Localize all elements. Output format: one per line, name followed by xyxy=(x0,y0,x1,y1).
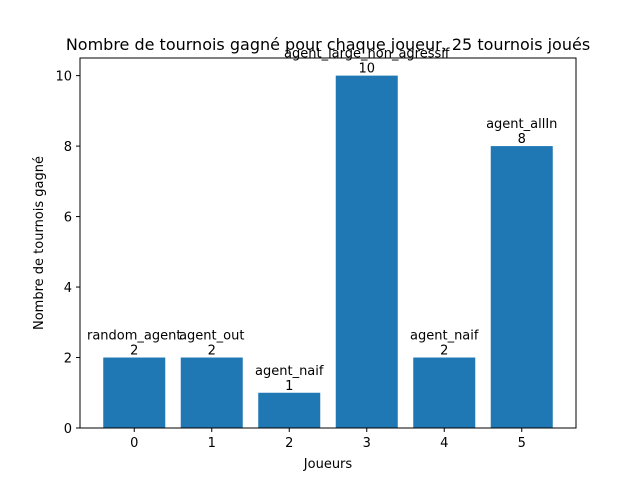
bar-label-2-line-1: 1 xyxy=(285,379,293,394)
bar-label-0-line-1: 2 xyxy=(130,344,138,359)
bar-label-4-line-1: 2 xyxy=(440,344,448,359)
x-tick-label-3: 3 xyxy=(363,436,371,451)
bar-4 xyxy=(413,358,475,428)
bar-label-1-line-1: 2 xyxy=(208,344,216,359)
x-tick-label-5: 5 xyxy=(518,436,526,451)
y-tick-label-4: 4 xyxy=(64,281,72,296)
y-tick-label-2: 2 xyxy=(64,352,72,367)
chart-title: Nombre de tournois gagné pour chaque jou… xyxy=(66,35,590,54)
bar-label-0-line-0: random_agent xyxy=(87,329,181,344)
x-tick-label-1: 1 xyxy=(208,436,216,451)
bar-label-4-line-0: agent_naif xyxy=(410,329,479,344)
bar-1 xyxy=(181,358,243,428)
bar-0 xyxy=(103,358,165,428)
x-tick-label-2: 2 xyxy=(285,436,293,451)
x-tick-label-0: 0 xyxy=(130,436,138,451)
bar-label-1-line-0: agent_out xyxy=(179,329,244,344)
y-tick-label-8: 8 xyxy=(64,140,72,155)
x-axis-label: Joueurs xyxy=(303,457,353,472)
bar-label-2-line-0: agent_naif xyxy=(255,364,324,379)
y-tick-label-0: 0 xyxy=(64,422,72,437)
bar-5 xyxy=(491,146,553,428)
bar-3 xyxy=(336,76,398,428)
bar-label-5-line-1: 8 xyxy=(518,132,526,147)
y-tick-label-6: 6 xyxy=(64,211,72,226)
y-axis-label: Nombre de tournois gagné xyxy=(32,156,47,330)
y-tick-label-10: 10 xyxy=(55,70,72,85)
bar-label-5-line-0: agent_allIn xyxy=(486,117,557,132)
bar-2 xyxy=(258,393,320,428)
bar-label-3-line-1: 10 xyxy=(358,62,375,77)
x-tick-label-4: 4 xyxy=(440,436,448,451)
